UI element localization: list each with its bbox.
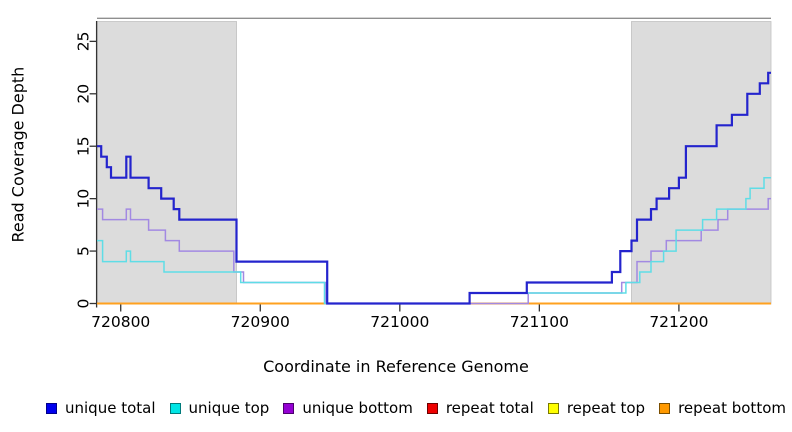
legend-item-unique-top: unique top bbox=[169, 399, 270, 417]
x-tick-label: 720800 bbox=[91, 313, 150, 331]
y-tick-label: 20 bbox=[75, 84, 93, 104]
y-axis-title: Read Coverage Depth bbox=[8, 66, 28, 243]
legend-item-unique-total: unique total bbox=[46, 399, 156, 417]
y-tick-label: 0 bbox=[75, 299, 93, 309]
y-tick-label: 5 bbox=[75, 246, 93, 256]
legend-swatch-unique-bottom bbox=[283, 402, 295, 414]
legend-item-repeat-total: repeat total bbox=[426, 399, 534, 417]
legend-label: repeat total bbox=[445, 399, 534, 417]
legend-swatch-repeat-top bbox=[547, 402, 559, 414]
shaded-region bbox=[96, 21, 237, 305]
x-tick-label: 721000 bbox=[370, 313, 429, 331]
legend-item-unique-bottom: unique bottom bbox=[283, 399, 413, 417]
legend-label: unique total bbox=[65, 399, 156, 417]
legend-item-repeat-top: repeat top bbox=[547, 399, 646, 417]
y-tick-label: 25 bbox=[75, 32, 93, 52]
legend-swatch-unique-top bbox=[169, 402, 181, 414]
legend-label: unique top bbox=[188, 399, 270, 417]
x-tick-label: 721200 bbox=[649, 313, 708, 331]
step-series-unique-total bbox=[97, 71, 771, 305]
y-tick-label: 15 bbox=[75, 136, 93, 156]
chart-legend: unique total unique top unique bottom repea… bbox=[46, 399, 786, 417]
x-axis-title: Coordinate in Reference Genome bbox=[263, 357, 529, 376]
legend-swatch-repeat-total bbox=[426, 402, 438, 414]
y-tick-label: 10 bbox=[75, 189, 93, 209]
legend-label: repeat top bbox=[566, 399, 646, 417]
legend-swatch-unique-total bbox=[46, 402, 57, 414]
shaded-region bbox=[631, 21, 772, 305]
legend-item-repeat-bottom: repeat bottom bbox=[659, 399, 786, 417]
step-series-unique-top bbox=[97, 176, 771, 305]
legend-label: repeat bottom bbox=[678, 399, 786, 417]
x-tick-label: 720900 bbox=[231, 313, 290, 331]
legend-label: unique bottom bbox=[302, 399, 413, 417]
x-tick-label: 721100 bbox=[510, 313, 569, 331]
legend-swatch-repeat-bottom bbox=[659, 402, 671, 414]
